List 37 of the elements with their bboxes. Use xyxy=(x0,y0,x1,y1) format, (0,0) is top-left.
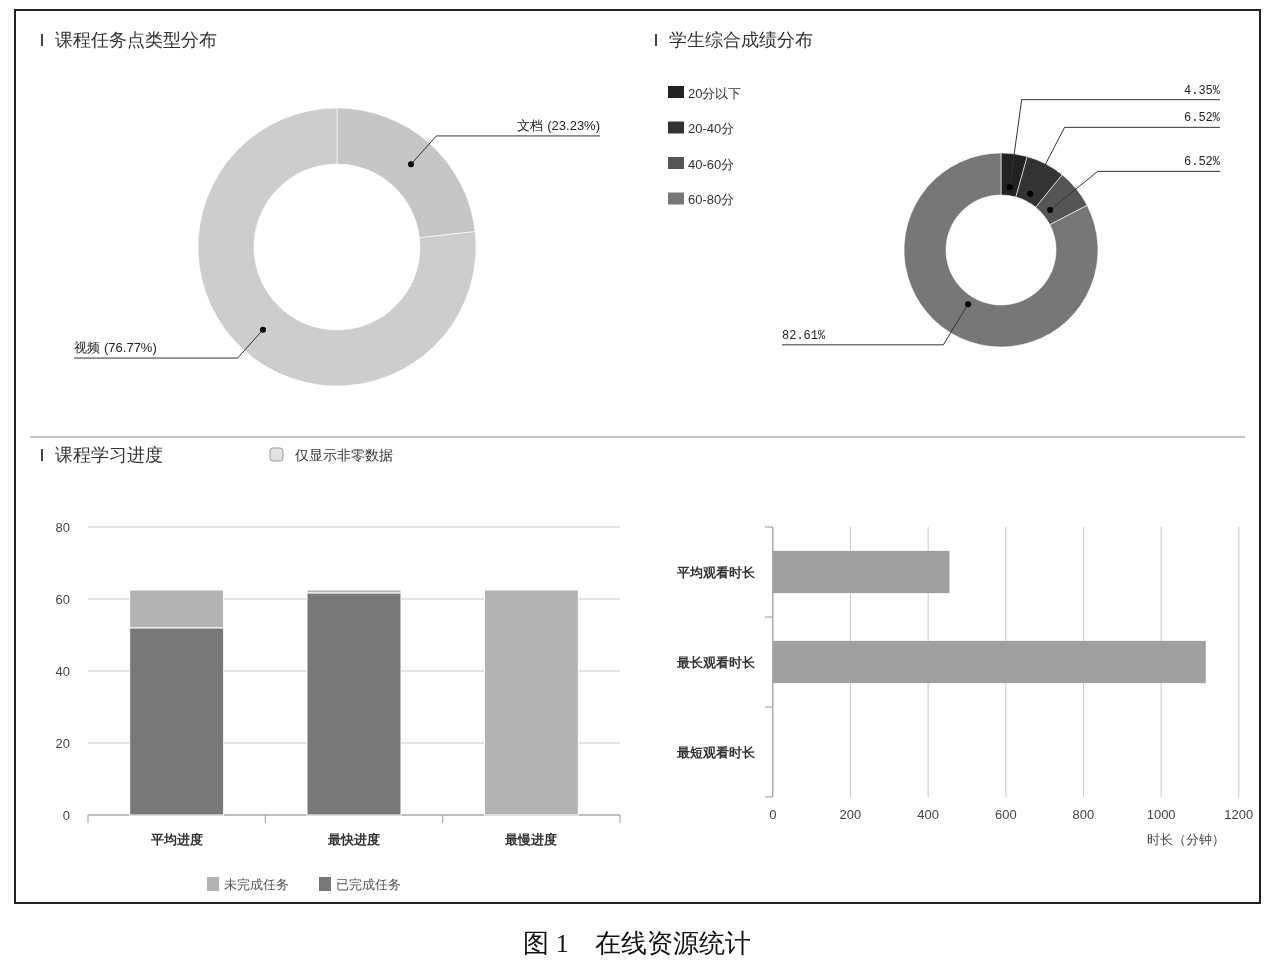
slice-label: 文档 xyxy=(517,117,544,133)
x-tick-label: 600 xyxy=(994,806,1017,822)
slice-label: 视频 xyxy=(74,340,100,356)
legend-label: 已完成任务 xyxy=(336,876,401,892)
x-tick-label: 最慢进度 xyxy=(504,831,558,847)
x-tick-label: 0 xyxy=(769,806,777,822)
y-tick-label: 最短观看时长 xyxy=(675,744,756,760)
x-tick-label: 200 xyxy=(839,806,862,822)
chart-title: 课程任务点类型分布 xyxy=(55,30,217,50)
x-tick-label: 最快进度 xyxy=(327,831,380,847)
data-label: 4.35% xyxy=(1183,83,1221,98)
data-label: 6.52% xyxy=(1183,155,1221,170)
legend-label: 40-60分 xyxy=(688,156,735,172)
x-tick-label: 400 xyxy=(917,806,939,822)
data-label: (76.77%) xyxy=(104,340,157,356)
legend-label: 20分以下 xyxy=(688,85,742,101)
legend-label: 60-80分 xyxy=(688,192,735,207)
y-tick-label: 最长观看时长 xyxy=(675,654,756,670)
data-label: 82.61% xyxy=(782,328,827,343)
x-tick-label: 1000 xyxy=(1146,806,1176,822)
y-tick-label: 80 xyxy=(55,519,70,535)
data-label: (23.23%) xyxy=(547,117,600,133)
x-axis-title: 时长（分钟） xyxy=(1146,831,1225,847)
y-tick-label: 20 xyxy=(55,735,70,751)
y-tick-label: 平均观看时长 xyxy=(675,564,756,580)
text: 仅显示非零数据 xyxy=(295,447,393,463)
legend-label: 未完成任务 xyxy=(224,876,289,892)
legend-label: 20-40分 xyxy=(688,121,735,136)
chart-title: 课程学习进度 xyxy=(55,445,163,465)
x-tick-label: 1200 xyxy=(1224,806,1254,822)
y-tick-label: 40 xyxy=(55,663,70,679)
chart-title: 学生综合成绩分布 xyxy=(669,30,813,50)
x-tick-label: 800 xyxy=(1072,806,1095,822)
data-label: 6.52% xyxy=(1183,111,1221,126)
x-tick-label: 平均进度 xyxy=(149,831,203,847)
y-tick-label: 60 xyxy=(55,591,70,607)
caption: 图 1 在线资源统计 xyxy=(523,928,751,958)
